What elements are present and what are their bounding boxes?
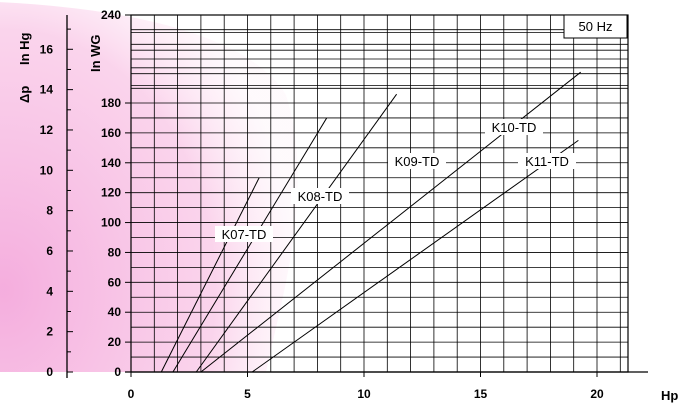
- frequency-label: 50 Hz: [579, 19, 613, 34]
- y2-tick-label: 14: [40, 83, 54, 97]
- series-label-bg: [215, 226, 273, 242]
- series-label-bg: [388, 153, 446, 169]
- series-label-bg: [291, 188, 349, 204]
- series-line-k11-td: [251, 139, 579, 373]
- series-label-k08-td: K08-TD: [298, 189, 343, 204]
- y-tick-label: 0: [114, 365, 121, 379]
- x-tick-label: 0: [128, 387, 135, 401]
- y-tick-label: 60: [108, 275, 122, 289]
- x-tick-label: 15: [474, 387, 488, 401]
- series-line-k07-td: [160, 177, 260, 373]
- axes: [66, 14, 648, 378]
- x-tick-label: 10: [357, 387, 371, 401]
- y-tick-label: 100: [101, 216, 121, 230]
- x-axis-title: Hp: [661, 388, 678, 403]
- x-tick-label: 20: [590, 387, 604, 401]
- y-tick-label: 40: [108, 305, 122, 319]
- y-tick-label: 20: [108, 335, 122, 349]
- series-line-k08-td: [172, 117, 328, 373]
- y-axis-title-wg: In WG: [88, 34, 103, 72]
- series-line-k09-td: [195, 93, 398, 373]
- series-label-bg: [485, 119, 543, 135]
- y2-tick-label: 8: [46, 204, 53, 218]
- delta-p-symbol: Δp: [17, 86, 32, 103]
- y-tick-label: 140: [101, 156, 121, 170]
- y-tick-label: 180: [101, 96, 121, 110]
- y2-tick-label: 16: [40, 42, 54, 56]
- x-tick-label: 5: [244, 387, 251, 401]
- series-label-bg: [518, 153, 576, 169]
- series-label-k07-td: K07-TD: [222, 227, 267, 242]
- y-tick-label: 240: [101, 8, 121, 22]
- series-label-k09-td: K09-TD: [395, 154, 440, 169]
- y2-tick-label: 6: [46, 244, 53, 258]
- series-label-k10-td: K10-TD: [492, 120, 537, 135]
- y-tick-label: 120: [101, 186, 121, 200]
- y-tick-label: 80: [108, 245, 122, 259]
- tick-labels: 0 5 10 15 20 0 20 40 60 80 100 120 140 160 180 240 0 2 4 6 8…: [40, 8, 604, 401]
- y2-axis-title-hg: In Hg: [17, 32, 32, 65]
- y2-tick-label: 0: [46, 365, 53, 379]
- y-tick-label: 160: [101, 126, 121, 140]
- frequency-box: [563, 14, 628, 39]
- grid: [131, 14, 628, 372]
- series-labels: K07-TD K08-TD K09-TD K10-TD K11-TD: [215, 119, 576, 242]
- y2-tick-label: 12: [40, 123, 54, 137]
- series-label-k11-td: K11-TD: [525, 154, 569, 169]
- pink-shaded-region: [0, 2, 298, 372]
- y2-tick-label: 10: [40, 163, 54, 177]
- y2-tick-label: 2: [46, 325, 53, 339]
- y2-tick-label: 4: [46, 284, 53, 298]
